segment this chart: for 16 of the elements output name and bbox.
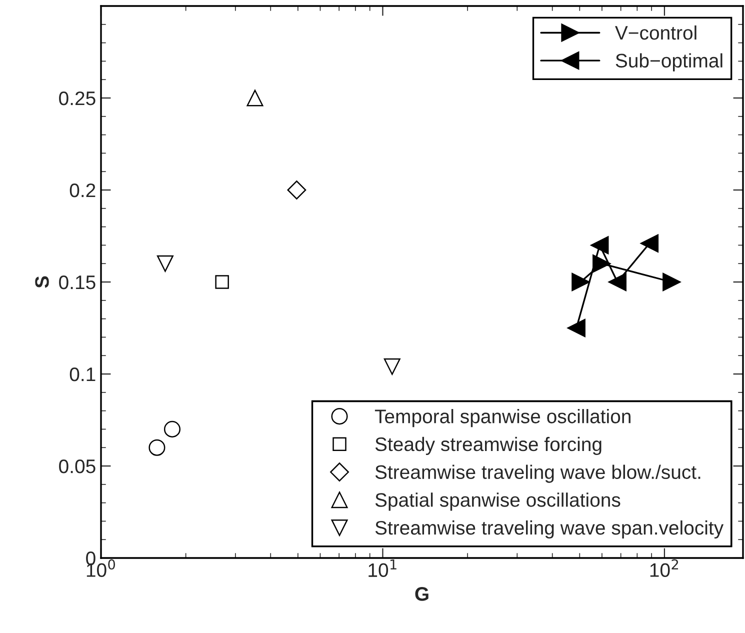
x-tick-label: 10$^{2}$ [650, 559, 678, 577]
y-axis-title: S [35, 276, 49, 288]
legend-label: V−control [615, 25, 696, 40]
legend-label: Streamwise traveling wave blow./suct. [375, 464, 700, 483]
y-tick-label: 0.1 [70, 367, 96, 382]
y-tick-label: 0.25 [59, 91, 96, 106]
x-tick-label: 10$^{1}$ [368, 559, 396, 578]
y-tick-label: 0.15 [59, 275, 96, 290]
legend-label: Streamwise traveling wave span.velocity [375, 520, 724, 539]
legend-label: Spatial spanwise oscillations [375, 492, 620, 511]
legend-label: Sub−optimal [616, 53, 722, 72]
y-tick-label: 0.05 [59, 459, 96, 474]
x-axis-title: G [415, 587, 428, 601]
y-tick-label: 0.2 [70, 183, 96, 198]
legend-label: Temporal spanwise oscillation [374, 409, 630, 428]
legend-label: Steady streamwise forcing [375, 436, 602, 456]
